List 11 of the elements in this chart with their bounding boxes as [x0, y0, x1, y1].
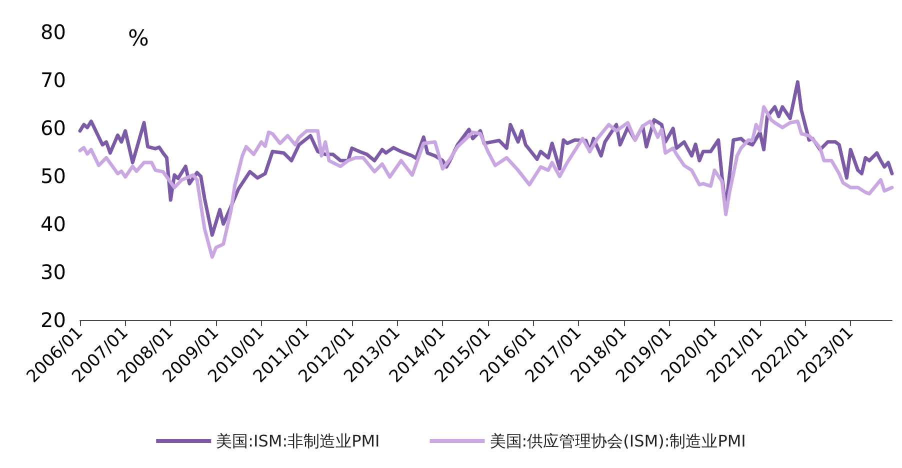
y-tick-label: 80 [40, 20, 66, 44]
line-series [78, 105, 894, 259]
legend-label: 美国:供应管理协会(ISM):制造业PMI [490, 432, 746, 450]
y-tick-label: 70 [40, 68, 66, 92]
y-tick-label: 60 [40, 116, 66, 140]
y-tick-label: 50 [40, 164, 66, 188]
y-tick-label: 30 [40, 260, 66, 284]
y-axis-title: % [128, 26, 149, 52]
legend-label: 美国:ISM:非制造业PMI [216, 432, 380, 450]
y-tick-label: 40 [40, 212, 66, 236]
y-tick-label: 20 [40, 308, 66, 332]
